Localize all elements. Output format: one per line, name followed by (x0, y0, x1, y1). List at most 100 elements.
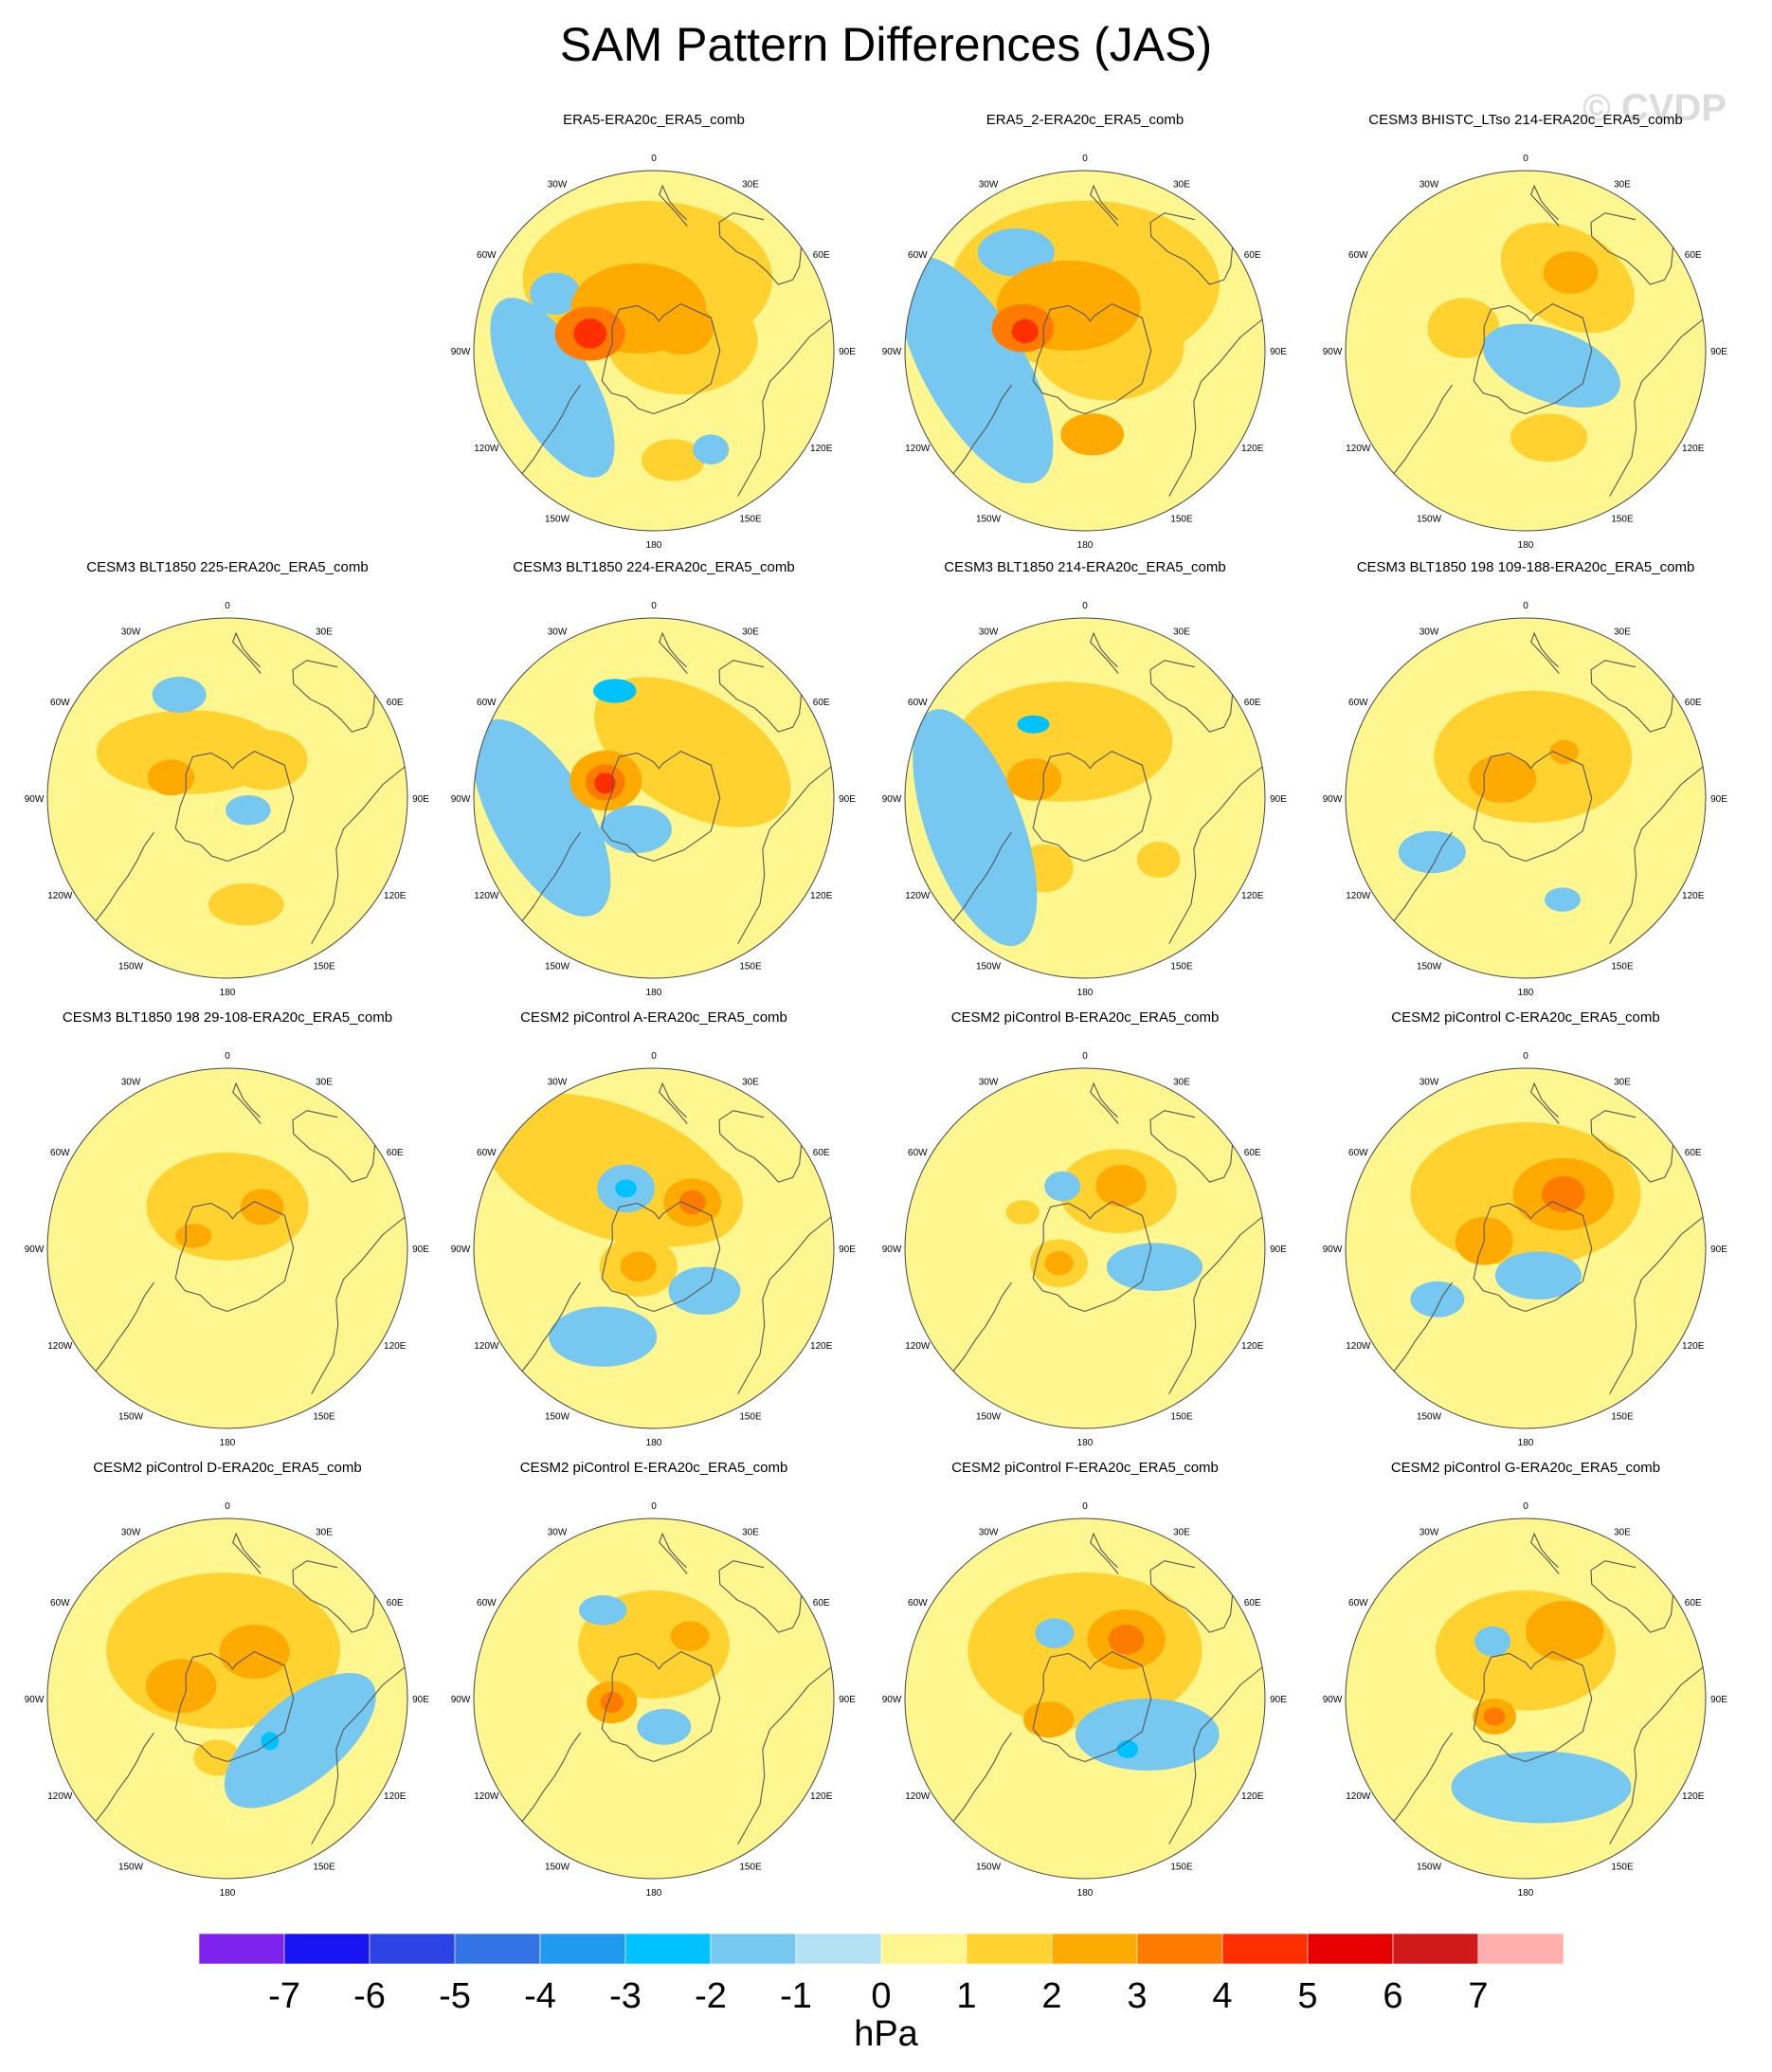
coastline (1473, 1200, 1593, 1313)
lon-label: 60E (1244, 250, 1261, 261)
lon-label: 0 (1082, 1501, 1088, 1512)
lon-label: 60E (1685, 250, 1702, 261)
positive-contour (146, 1659, 217, 1714)
negative-contour (905, 256, 1054, 483)
lon-label: 0 (225, 1051, 230, 1062)
lon-label: 120E (1682, 1341, 1705, 1352)
lon-label: 60E (1244, 1598, 1261, 1609)
polar-map: 0 30E 60E 90E 120E 150E 180 150W 120W 90W 60W 30W (25, 1501, 430, 1899)
lon-label: 120W (47, 891, 73, 901)
coastline (1032, 750, 1152, 863)
map-border (904, 1518, 1266, 1880)
lon-label: 90W (1323, 1245, 1343, 1255)
coastline (1149, 1110, 1234, 1183)
coastline (1530, 184, 1560, 227)
coastline (521, 1732, 581, 1822)
coastline (1590, 660, 1674, 733)
lon-label: 30W (979, 179, 999, 190)
coastline (659, 631, 688, 674)
positive-contour (1483, 1707, 1506, 1726)
lon-label: 0 (225, 1501, 230, 1512)
lon-label: 90E (1270, 347, 1287, 357)
coastline (952, 384, 1012, 474)
lon-label: 90E (412, 1695, 429, 1705)
positive-contour (642, 439, 705, 482)
contour-field (47, 618, 407, 978)
lon-label: 30W (979, 1527, 999, 1537)
coastline (718, 660, 803, 733)
lon-label: 90W (451, 794, 471, 805)
lon-label: 120W (47, 1791, 73, 1802)
coastline (737, 1666, 832, 1845)
polar-map: 0 30E 60E 90E 120E 150E 180 150W 120W 90W 60W 30W (1323, 601, 1728, 998)
colorbar: -7 -6 -5 -4 -3 -2 -1 0 1 2 3 4 5 6 7 hPa (0, 1934, 1772, 2072)
coastline (1149, 212, 1234, 285)
lon-label: 90E (1710, 1245, 1727, 1255)
positive-contour (223, 730, 308, 791)
coastline (1168, 1666, 1263, 1845)
negative-contour (1494, 1251, 1582, 1300)
colorbar-box (795, 1934, 882, 1965)
negative-contour (600, 805, 672, 854)
lon-label: 60W (1348, 1148, 1368, 1158)
negative-contour (1451, 1751, 1632, 1824)
positive-contour (1542, 1175, 1585, 1212)
lon-label: 60E (813, 1148, 830, 1158)
polar-map: 0 30E 60E 90E 120E 150E 180 150W 120W 90W 60W 30W (882, 601, 1288, 998)
lon-label: 60E (387, 1598, 404, 1609)
coastline (1473, 750, 1593, 863)
lon-label: 60E (813, 1598, 830, 1609)
polar-map: 0 30E 60E 90E 120E 150E 180 150W 120W 90W 60W 30W (1323, 1051, 1728, 1448)
lon-label: 30W (548, 627, 568, 637)
negative-contour (668, 1266, 741, 1316)
coastline (659, 1532, 688, 1574)
lon-label: 120W (1346, 1791, 1371, 1802)
field-background (905, 1068, 1265, 1428)
lon-label: 30E (1614, 179, 1631, 190)
lon-label: 30E (1173, 1527, 1190, 1537)
negative-contour (1044, 1171, 1081, 1202)
lon-label: 60E (1244, 698, 1261, 708)
map-panel: CESM3 BLT1850 198 29-108-ERA20c_ERA5_com… (9, 1009, 445, 1455)
lon-label: 120E (810, 1341, 833, 1352)
panel-title: CESM3 BLT1850 224-ERA20c_ERA5_comb (513, 559, 795, 575)
lon-label: 60W (50, 1598, 70, 1609)
coastline (292, 660, 376, 733)
negative-contour (1116, 1739, 1139, 1758)
lon-label: 90E (1270, 1245, 1287, 1255)
lon-label: 150W (545, 962, 570, 972)
negative-contour (913, 709, 1038, 947)
lon-label: 150W (1417, 515, 1442, 525)
colorbar-box (283, 1934, 371, 1965)
field-background (47, 618, 407, 978)
coastline (521, 384, 581, 474)
cvdp-watermark: © CVDP (1582, 87, 1727, 129)
lon-label: 180 (220, 1888, 236, 1899)
lon-label: 30E (1614, 627, 1631, 637)
lon-label: 120W (905, 444, 931, 454)
lon-label: 60W (1348, 698, 1368, 708)
lon-label: 30W (979, 627, 999, 637)
map-border (904, 170, 1266, 532)
coastline (737, 1216, 832, 1394)
map-border (473, 1518, 835, 1880)
negative-contour (1075, 1699, 1220, 1771)
colorbar-tick-label: 1 (956, 1976, 976, 2016)
lon-label: 60W (908, 698, 928, 708)
lon-label: 60E (1685, 1598, 1702, 1609)
colorbar-tick-label: 5 (1297, 1976, 1317, 2016)
lon-label: 90W (451, 1245, 471, 1255)
colorbar-tick-label: -1 (780, 1976, 812, 2016)
lon-label: 90E (1710, 1695, 1727, 1705)
lon-label: 120W (47, 1341, 73, 1352)
lon-label: 120W (474, 444, 499, 454)
negative-contour (693, 434, 730, 465)
coastline (1530, 631, 1560, 674)
panel-title: ERA5-ERA20c_ERA5_comb (563, 112, 745, 128)
lon-label: 120W (1346, 444, 1371, 454)
map-panel: CESM2 piControl F-ERA20c_ERA5_comb 0 30E 60… (867, 1460, 1303, 1905)
lon-label: 30E (742, 1527, 759, 1537)
coastline (1590, 1110, 1674, 1183)
lon-label: 90W (882, 794, 902, 805)
lon-label: 90W (882, 347, 902, 357)
